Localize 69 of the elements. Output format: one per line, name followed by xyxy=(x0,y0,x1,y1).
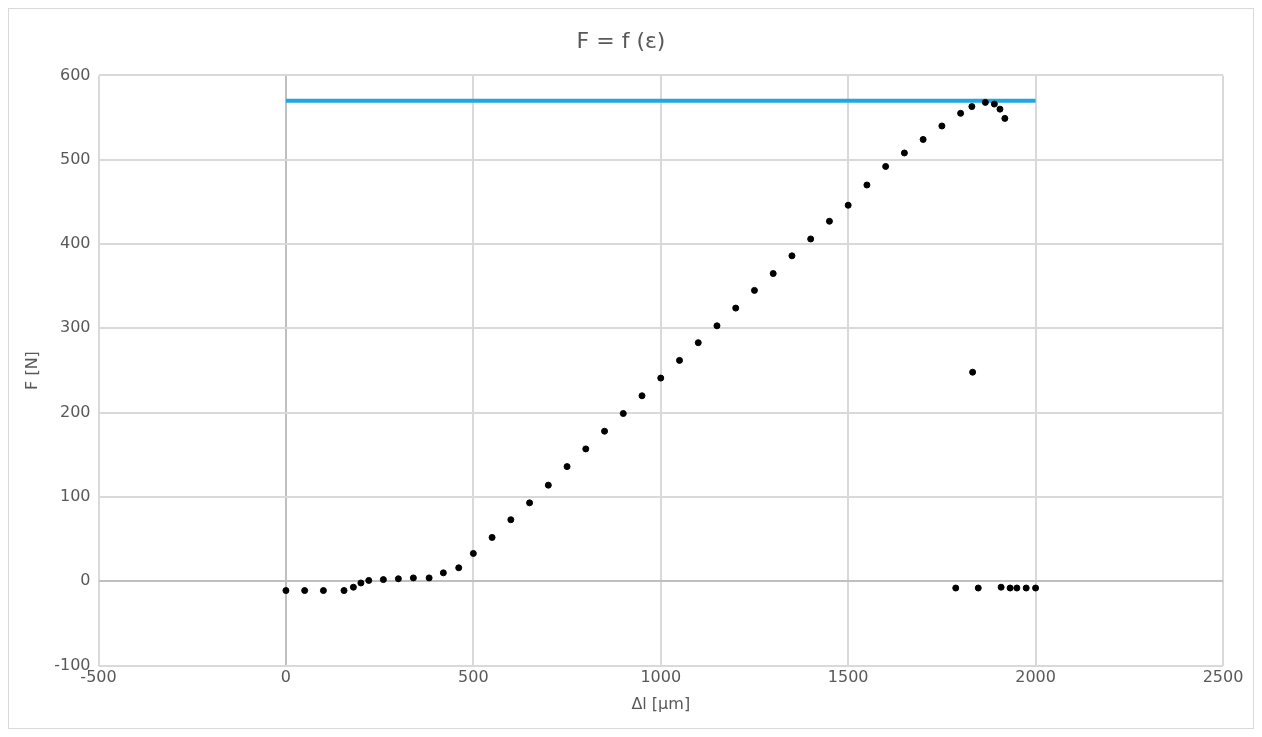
point xyxy=(788,252,796,260)
point xyxy=(694,339,702,347)
point xyxy=(996,105,1004,113)
y-tick-label: 200 xyxy=(59,401,91,421)
point xyxy=(969,368,977,376)
y-tick-label: 300 xyxy=(59,317,91,337)
point xyxy=(997,583,1005,591)
point xyxy=(601,427,609,435)
point xyxy=(379,576,387,584)
point xyxy=(713,322,721,330)
point xyxy=(638,392,646,400)
point xyxy=(1013,584,1021,592)
point xyxy=(357,579,365,587)
point xyxy=(863,181,871,189)
point xyxy=(938,122,946,130)
point xyxy=(900,149,908,157)
point xyxy=(425,574,433,582)
x-tick-label: 0 xyxy=(280,667,292,687)
x-tick-label: 2500 xyxy=(1202,667,1244,687)
point xyxy=(732,304,740,312)
point xyxy=(957,109,965,117)
x-tick-label: 1500 xyxy=(827,667,869,687)
point xyxy=(981,98,989,106)
point xyxy=(488,533,496,541)
point xyxy=(582,445,590,453)
point xyxy=(544,481,552,489)
point xyxy=(301,587,309,595)
y-tick-label: 100 xyxy=(59,486,91,506)
point xyxy=(750,286,758,294)
chart-title: F = f (ε) xyxy=(576,27,666,53)
point xyxy=(657,374,665,382)
point xyxy=(825,217,833,225)
point xyxy=(340,587,348,595)
point xyxy=(619,410,627,417)
point xyxy=(507,516,515,524)
y-tick-label: 400 xyxy=(59,233,91,253)
point xyxy=(563,463,571,471)
point xyxy=(394,575,402,583)
point xyxy=(365,576,373,584)
point xyxy=(1032,584,1040,592)
point xyxy=(676,356,683,364)
point xyxy=(439,569,447,577)
point xyxy=(526,499,534,507)
point xyxy=(1022,584,1030,592)
x-axis-title: Δl [µm] xyxy=(631,693,691,713)
point xyxy=(319,587,327,595)
point xyxy=(455,564,463,572)
y-axis-title: F [N] xyxy=(21,351,41,390)
point xyxy=(990,100,998,108)
point xyxy=(349,583,357,591)
point xyxy=(919,135,927,143)
point xyxy=(882,162,890,170)
x-tick-label: 500 xyxy=(458,667,489,687)
point xyxy=(968,103,976,111)
point xyxy=(1006,584,1014,592)
point xyxy=(807,235,815,243)
point xyxy=(952,584,960,592)
point xyxy=(469,549,477,557)
point xyxy=(844,201,852,209)
y-tick-label: 0 xyxy=(80,570,91,590)
x-tick-label: 2000 xyxy=(1015,667,1056,687)
point xyxy=(409,574,417,582)
point xyxy=(769,270,777,278)
y-tick-label: 600 xyxy=(59,64,91,84)
point xyxy=(282,587,290,595)
x-tick-label: 1000 xyxy=(640,667,682,687)
y-tick-label: 500 xyxy=(59,148,91,168)
point xyxy=(974,584,982,592)
point xyxy=(1001,114,1009,122)
